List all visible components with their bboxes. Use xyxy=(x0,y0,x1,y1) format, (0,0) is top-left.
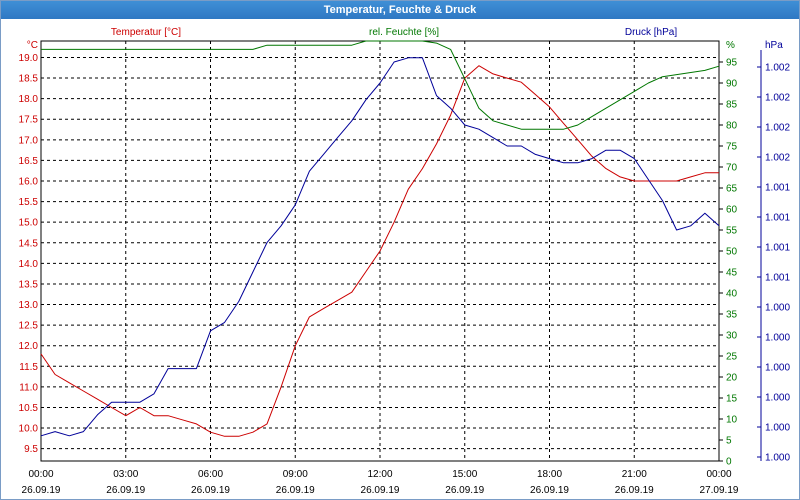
humidity-tick-label: 60 xyxy=(726,205,738,216)
temp-tick-label: 14.0 xyxy=(19,259,39,270)
humidity-tick-label: 80 xyxy=(726,121,738,132)
temp-tick-label: 9.5 xyxy=(24,444,38,455)
x-tick-label-date: 26.09.19 xyxy=(191,485,230,496)
temp-tick-label: 18.0 xyxy=(19,94,39,105)
pressure-tick-label: 1.002 xyxy=(765,123,790,134)
pressure-tick-label: 1.001 xyxy=(765,273,790,284)
x-tick-label-date: 26.09.19 xyxy=(106,485,145,496)
humidity-tick-label: 50 xyxy=(726,247,738,258)
humidity-axis-label: rel. Feuchte [%] xyxy=(369,27,439,38)
series-lines xyxy=(40,40,720,437)
x-tick-label-time: 21:00 xyxy=(622,469,647,480)
temp-tick-label: 13.5 xyxy=(19,279,39,290)
humidity-tick-label: 45 xyxy=(726,268,738,279)
x-tick-label-date: 26.09.19 xyxy=(530,485,569,496)
temp-tick-label: 12.0 xyxy=(19,341,39,352)
x-tick-label-time: 00:00 xyxy=(28,469,53,480)
humidity-tick-label: 90 xyxy=(726,79,738,90)
axis-labels: 00:00 26.09.19 03:00 26.09.19 06:00 26.09.19 0… xyxy=(19,27,791,496)
x-tick-label-time: 12:00 xyxy=(367,469,392,480)
humidity-tick-label: 30 xyxy=(726,331,738,342)
x-tick-label-time: 03:00 xyxy=(113,469,138,480)
temp-tick-label: 15.0 xyxy=(19,218,39,229)
x-tick-label-time: 09:00 xyxy=(283,469,308,480)
grid-lines xyxy=(41,41,719,461)
humidity-tick-label: 15 xyxy=(726,394,738,405)
temp-tick-label: 10.5 xyxy=(19,403,39,414)
x-tick-label-date: 26.09.19 xyxy=(445,485,484,496)
temp-tick-label: 13.0 xyxy=(19,300,39,311)
temp-tick-label: 16.5 xyxy=(19,156,39,167)
pressure-tick-label: 1.000 xyxy=(765,453,790,464)
x-tick-label-time: 06:00 xyxy=(198,469,223,480)
temp-tick-label: 17.0 xyxy=(19,135,39,146)
pressure-tick-label: 1.001 xyxy=(765,213,790,224)
pressure-tick-label: 1.000 xyxy=(765,333,790,344)
temp-tick-label: 17.5 xyxy=(19,115,39,126)
humidity-tick-label: 55 xyxy=(726,226,738,237)
humidity-tick-label: 85 xyxy=(726,100,738,111)
temp-tick-label: 12.5 xyxy=(19,321,39,332)
pressure-tick-label: 1.002 xyxy=(765,63,790,74)
pressure-tick-label: 1.000 xyxy=(765,363,790,374)
temp-tick-label: 11.0 xyxy=(19,382,38,393)
temp-unit-label: °C xyxy=(27,40,38,51)
temp-tick-label: 16.0 xyxy=(19,177,39,188)
humidity-tick-label: 10 xyxy=(726,415,738,426)
pressure-tick-label: 1.002 xyxy=(765,153,790,164)
temp-tick-label: 11.5 xyxy=(19,362,38,373)
pressure-tick-label: 1.000 xyxy=(765,393,790,404)
humidity-tick-label: 20 xyxy=(726,373,738,384)
humidity-tick-label: 40 xyxy=(726,289,738,300)
humidity-unit-label: % xyxy=(726,40,735,51)
temp-tick-label: 10.0 xyxy=(19,424,39,435)
temp-tick-label: 18.5 xyxy=(19,74,39,85)
x-tick-label-time: 18:00 xyxy=(537,469,562,480)
pressure-tick-label: 1.000 xyxy=(765,423,790,434)
humidity-tick-label: 95 xyxy=(726,58,738,69)
pressure-tick-label: 1.001 xyxy=(765,183,790,194)
pressure-unit-label: hPa xyxy=(765,40,783,51)
axes xyxy=(40,40,762,462)
x-tick-label-time: 15:00 xyxy=(452,469,477,480)
humidity-tick-label: 35 xyxy=(726,310,738,321)
pressure-tick-label: 1.002 xyxy=(765,93,790,104)
temp-tick-label: 15.5 xyxy=(19,197,39,208)
series-line-pressure xyxy=(40,57,720,437)
humidity-tick-label: 5 xyxy=(726,436,732,447)
humidity-tick-label: 0 xyxy=(726,457,732,468)
temp-tick-label: 19.0 xyxy=(19,53,39,64)
temp-tick-label: 14.5 xyxy=(19,238,39,249)
pressure-tick-label: 1.001 xyxy=(765,243,790,254)
humidity-tick-label: 75 xyxy=(726,142,738,153)
series-line-humidity xyxy=(41,40,720,130)
x-tick-label-date: 27.09.19 xyxy=(700,485,739,496)
x-tick-label-date: 26.09.19 xyxy=(361,485,400,496)
pressure-axis-label: Druck [hPa] xyxy=(625,27,677,38)
humidity-tick-label: 70 xyxy=(726,163,738,174)
series-line-temperature xyxy=(40,65,719,437)
x-tick-label-date: 26.09.19 xyxy=(615,485,654,496)
humidity-tick-label: 25 xyxy=(726,352,738,363)
temp-axis-label: Temperatur [°C] xyxy=(111,27,181,38)
x-tick-label-date: 26.09.19 xyxy=(276,485,315,496)
humidity-tick-label: 65 xyxy=(726,184,738,195)
x-tick-label-date: 26.09.19 xyxy=(22,485,61,496)
x-tick-label-time: 00:00 xyxy=(706,469,731,480)
pressure-tick-label: 1.000 xyxy=(765,303,790,314)
window-title: Temperatur, Feuchte & Druck xyxy=(1,1,799,19)
